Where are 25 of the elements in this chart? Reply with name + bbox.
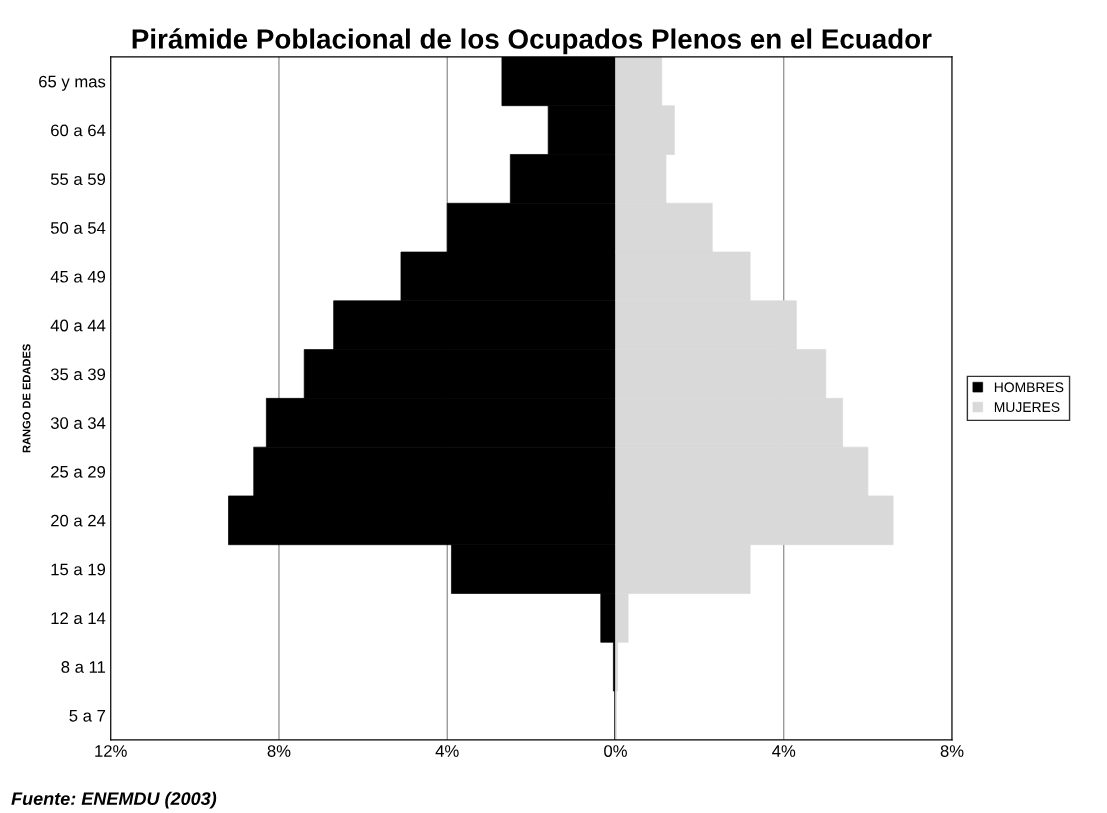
x-tick-label: 0%	[604, 745, 627, 757]
y-tick-label: 65 y mas	[39, 75, 106, 91]
legend-label: MUJERES	[994, 402, 1060, 413]
x-tick-label: 12%	[95, 745, 127, 757]
x-tick-label: 8%	[940, 745, 964, 757]
source-note: Fuente: ENEMDU (2003)	[11, 791, 217, 809]
y-tick-label: 25 a 29	[51, 465, 106, 478]
y-axis-title: RANGO DE EDADES	[22, 344, 31, 453]
y-tick-label: 35 a 39	[50, 368, 106, 381]
x-tick-label: 8%	[267, 745, 291, 757]
y-tick-label: 60 a 64	[51, 124, 106, 137]
legend-label: HOMBRES	[994, 382, 1064, 393]
y-tick-label: 45 a 49	[50, 270, 106, 283]
y-tick-label: 40 a 44	[50, 319, 106, 332]
y-tick-label: 12 a 14	[51, 612, 106, 625]
y-tick-label: 30 a 34	[50, 417, 106, 429]
chart-title: Pirámide Poblacional de los Ocupados Plenos en el Ecuador	[132, 28, 932, 55]
y-tick-label: 55 a 59	[50, 173, 106, 186]
y-tick-label: 8 a 11	[61, 661, 106, 673]
x-tick-label: 4%	[772, 745, 796, 757]
y-tick-label: 50 a 54	[50, 222, 106, 234]
y-tick-label: 5 a 7	[69, 710, 106, 722]
x-tick-label: 4%	[435, 745, 459, 757]
y-tick-label: 20 a 24	[51, 514, 106, 527]
y-tick-label: 15 a 19	[51, 563, 106, 576]
